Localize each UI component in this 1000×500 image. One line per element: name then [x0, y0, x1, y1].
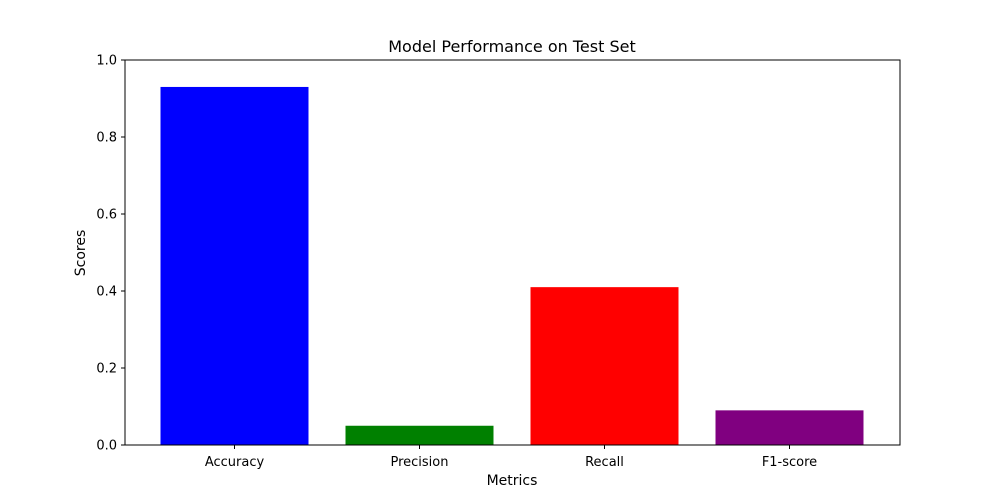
y-tick-label: 0.2 — [96, 362, 117, 377]
x-axis-ticks: Accuracy Precision Recall F1-score — [205, 445, 817, 470]
plot-area-frame — [124, 59, 901, 446]
bar-recall — [530, 287, 679, 445]
y-tick-label: 0.6 — [96, 208, 117, 223]
y-tick-label: 0.8 — [96, 131, 117, 146]
x-tick-label: F1-score — [762, 455, 817, 470]
chart-title: Model Performance on Test Set — [388, 37, 635, 56]
y-tick-label: 0.0 — [96, 439, 117, 454]
bar-accuracy — [160, 86, 309, 445]
y-axis-ticks: 0.0 0.2 0.4 0.6 0.8 1.0 — [96, 54, 125, 454]
y-tick-label: 0.4 — [96, 285, 117, 300]
bar-precision — [345, 425, 494, 445]
y-tick-label: 1.0 — [96, 54, 117, 69]
x-tick-label: Precision — [390, 455, 448, 470]
x-tick-label: Recall — [585, 455, 624, 470]
bars-group — [160, 86, 864, 445]
bar-f1-score — [715, 410, 864, 445]
y-axis-label: Scores — [73, 230, 89, 277]
x-tick-label: Accuracy — [205, 455, 265, 470]
x-axis-label: Metrics — [487, 473, 538, 489]
